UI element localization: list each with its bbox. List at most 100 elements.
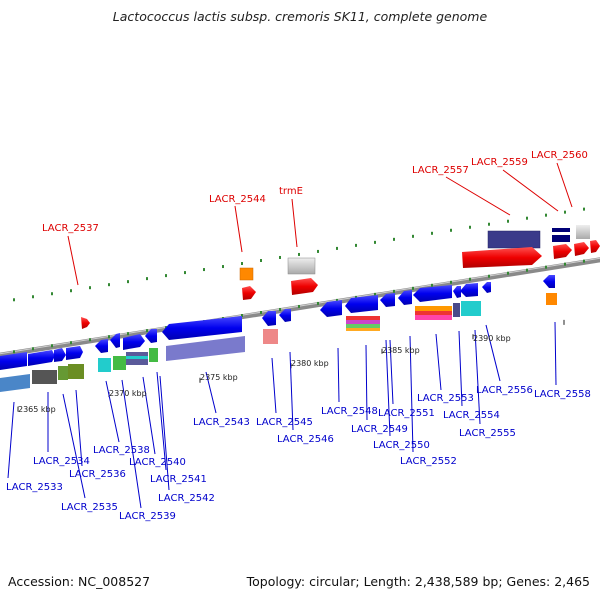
gene-trmE[interactable]	[291, 278, 318, 295]
forward-strand	[81, 225, 600, 329]
kbp-label: 2390 kbp	[473, 334, 511, 343]
gene-label-LACR_2537[interactable]: LACR_2537	[42, 223, 99, 234]
gene-label-LACR_2557[interactable]: LACR_2557	[412, 165, 469, 176]
kbp-label: 2375 kbp	[200, 373, 238, 382]
gene-LACR_2556[interactable]	[482, 282, 491, 293]
gene-LACR_2540-stripe	[126, 356, 148, 359]
gene-label-LACR_2536[interactable]: LACR_2536	[69, 469, 126, 480]
gene-LACR_2537[interactable]	[81, 317, 90, 329]
gene-label-LACR_2548[interactable]: LACR_2548	[321, 406, 378, 417]
gene-label-LACR_2551[interactable]: LACR_2551	[378, 408, 435, 419]
leader-line	[205, 371, 217, 414]
gene-label-LACR_2552[interactable]: LACR_2552	[400, 456, 457, 467]
gene-LACR_2558[interactable]	[543, 275, 555, 288]
gene-LACR_2536-frame[interactable]	[68, 364, 84, 379]
gene-LACR_2544-frame[interactable]	[239, 267, 254, 281]
leader-line	[556, 162, 573, 208]
gene-label-LACR_2538[interactable]: LACR_2538	[93, 445, 150, 456]
accession-text: Accession: NC_008527	[8, 574, 151, 589]
gene-label-LACR_2553[interactable]: LACR_2553	[417, 393, 474, 404]
gene-LACR_2539-frame[interactable]	[113, 356, 126, 370]
gene-label-LACR_2533[interactable]: LACR_2533	[6, 482, 63, 493]
gene-label-LACR_2560[interactable]: LACR_2560	[531, 150, 588, 161]
gene-LACR_2560-frame[interactable]	[576, 225, 590, 239]
reverse-strand	[0, 275, 557, 392]
gene-label-LACR_2541[interactable]: LACR_2541	[150, 474, 207, 485]
gene-trmE-frame[interactable]	[287, 257, 316, 275]
gene-label-LACR_2542[interactable]: LACR_2542	[158, 493, 215, 504]
gene-LACR_2539[interactable]	[110, 333, 120, 348]
leader-line	[385, 339, 391, 437]
leader-line	[159, 375, 170, 491]
gene-LACR_2541-frame[interactable]	[149, 348, 158, 362]
gene-LACR_2546[interactable]	[279, 309, 291, 322]
gene-LACR_2535-frame[interactable]	[58, 366, 68, 380]
gene-LACR_2535[interactable]	[54, 348, 66, 362]
gene-label-LACR_2535[interactable]: LACR_2535	[61, 502, 118, 513]
gene-LACR_2538[interactable]	[95, 339, 108, 353]
gene-label-LACR_2550[interactable]: LACR_2550	[373, 440, 430, 451]
leader-line	[7, 401, 15, 479]
kbp-label: 2385 kbp	[382, 346, 420, 355]
gene-label-LACR_2555[interactable]: LACR_2555	[459, 428, 516, 439]
gene-LACR_2534[interactable]	[28, 350, 55, 366]
gene-label-LACR_2539[interactable]: LACR_2539	[119, 511, 176, 522]
gene-LACR_2538-frame[interactable]	[98, 358, 111, 372]
gene-LACR_2534-frame[interactable]	[32, 370, 57, 384]
gene-LACR_2551[interactable]	[398, 290, 412, 305]
gene-LACR_2533[interactable]	[0, 352, 27, 370]
gene-LACR_2557[interactable]	[462, 247, 542, 268]
gene-label-LACR_2543[interactable]: LACR_2543	[193, 417, 250, 428]
gene-LACR_2533-frame[interactable]	[0, 374, 30, 392]
leader-line	[458, 330, 463, 407]
leader-line	[291, 198, 298, 248]
gene-LACR_2550[interactable]	[380, 293, 395, 307]
gene-LACR_2561[interactable]	[590, 240, 600, 253]
gene-LACR_2540[interactable]	[123, 334, 145, 350]
gene-LACR_2559-stripe	[552, 232, 570, 235]
leader-line	[554, 321, 557, 386]
gene-LACR_2558-frame[interactable]	[546, 293, 557, 305]
gene-LACR_2552-frame-a[interactable]	[415, 306, 452, 311]
gene-LACR_2549-frame-a[interactable]	[346, 316, 380, 320]
gene-label-LACR_2559[interactable]: LACR_2559	[471, 157, 528, 168]
gene-LACR_2554[interactable]	[460, 283, 478, 297]
gene-label-LACR_2544[interactable]: LACR_2544	[209, 194, 266, 205]
gene-LACR_2548[interactable]	[320, 300, 342, 317]
gene-LACR_2549[interactable]	[345, 295, 378, 313]
gene-label-LACR_2534[interactable]: LACR_2534	[33, 456, 90, 467]
leader-line	[234, 205, 243, 253]
red-gene-labels: LACR_2537 LACR_2544 trmE LACR_2557 LACR_…	[42, 150, 588, 234]
gene-LACR_2545-frame[interactable]	[263, 329, 278, 344]
gene-label-LACR_2545[interactable]: LACR_2545	[256, 417, 313, 428]
gene-LACR_2559[interactable]	[553, 244, 572, 259]
gene-LACR_2554-frame[interactable]	[461, 301, 481, 316]
gene-label-LACR_2556[interactable]: LACR_2556	[476, 385, 533, 396]
gene-LACR_2553[interactable]	[453, 286, 461, 298]
map-title: Lactococcus lactis subsp. cremoris SK11,…	[112, 9, 488, 24]
leader-line	[156, 371, 167, 471]
leader-line	[75, 389, 83, 467]
gene-label-trmE[interactable]: trmE	[279, 186, 303, 197]
leader-line	[142, 376, 156, 455]
gene-label-LACR_2540[interactable]: LACR_2540	[129, 457, 186, 468]
gene-LACR_2560[interactable]	[574, 242, 589, 256]
gene-LACR_2552[interactable]	[413, 285, 452, 302]
kbp-label: 2365 kbp	[18, 405, 56, 414]
gene-LACR_2553-frame[interactable]	[453, 303, 460, 317]
gene-label-LACR_2554[interactable]: LACR_2554	[443, 410, 500, 421]
leader-line	[105, 380, 120, 443]
gene-LACR_2544[interactable]	[242, 286, 256, 300]
gene-LACR_2557-frame[interactable]	[487, 230, 541, 249]
leader-line	[445, 176, 511, 216]
gene-LACR_2543-frame[interactable]	[166, 336, 245, 361]
gene-LACR_2536[interactable]	[66, 346, 83, 360]
gene-LACR_2541[interactable]	[145, 329, 157, 343]
leader-line	[271, 357, 277, 414]
gene-LACR_2545[interactable]	[262, 311, 276, 326]
gene-LACR_2543[interactable]	[162, 316, 242, 340]
gene-label-LACR_2549[interactable]: LACR_2549	[351, 424, 408, 435]
gene-label-LACR_2546[interactable]: LACR_2546	[277, 434, 334, 445]
gene-label-LACR_2558[interactable]: LACR_2558	[534, 389, 591, 400]
